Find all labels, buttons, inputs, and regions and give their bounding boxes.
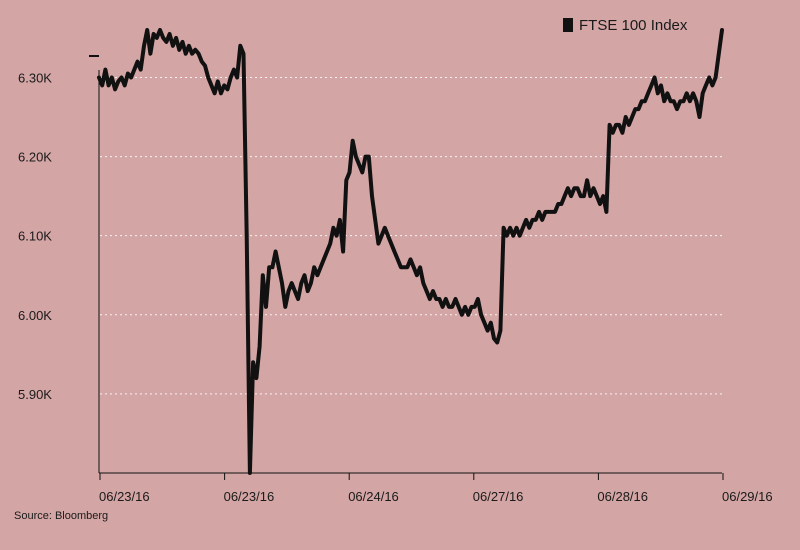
x-tick-label: 06/23/16	[99, 489, 150, 504]
x-axis-ticks: 06/23/16 06/23/16 06/24/16 06/27/16 06/28/16…	[99, 473, 773, 504]
y-tick-label: 6.10K	[18, 229, 52, 244]
legend-swatch	[563, 18, 573, 32]
y-axis-ticks: 5.90K 6.00K 6.10K 6.20K 6.30K	[18, 70, 52, 401]
y-tick-label: 6.30K	[18, 70, 52, 85]
series-group	[97, 28, 724, 475]
y-tick-label: 5.90K	[18, 387, 52, 402]
legend: FTSE 100 Index	[563, 17, 688, 34]
y-tick-label: 6.20K	[18, 150, 52, 165]
x-tick-label: 06/29/16	[722, 489, 773, 504]
current-price-marker	[89, 55, 99, 57]
x-tick-label: 06/24/16	[348, 489, 399, 504]
gridlines	[100, 76, 722, 395]
x-tick-label: 06/23/16	[224, 489, 275, 504]
x-tick-label: 06/27/16	[473, 489, 524, 504]
x-tick-label: 06/28/16	[597, 489, 648, 504]
legend-label: FTSE 100 Index	[579, 17, 688, 34]
axes	[98, 70, 722, 474]
source-note: Source: Bloomberg	[14, 510, 109, 522]
series-line	[97, 28, 724, 475]
y-tick-label: 6.00K	[18, 308, 52, 323]
